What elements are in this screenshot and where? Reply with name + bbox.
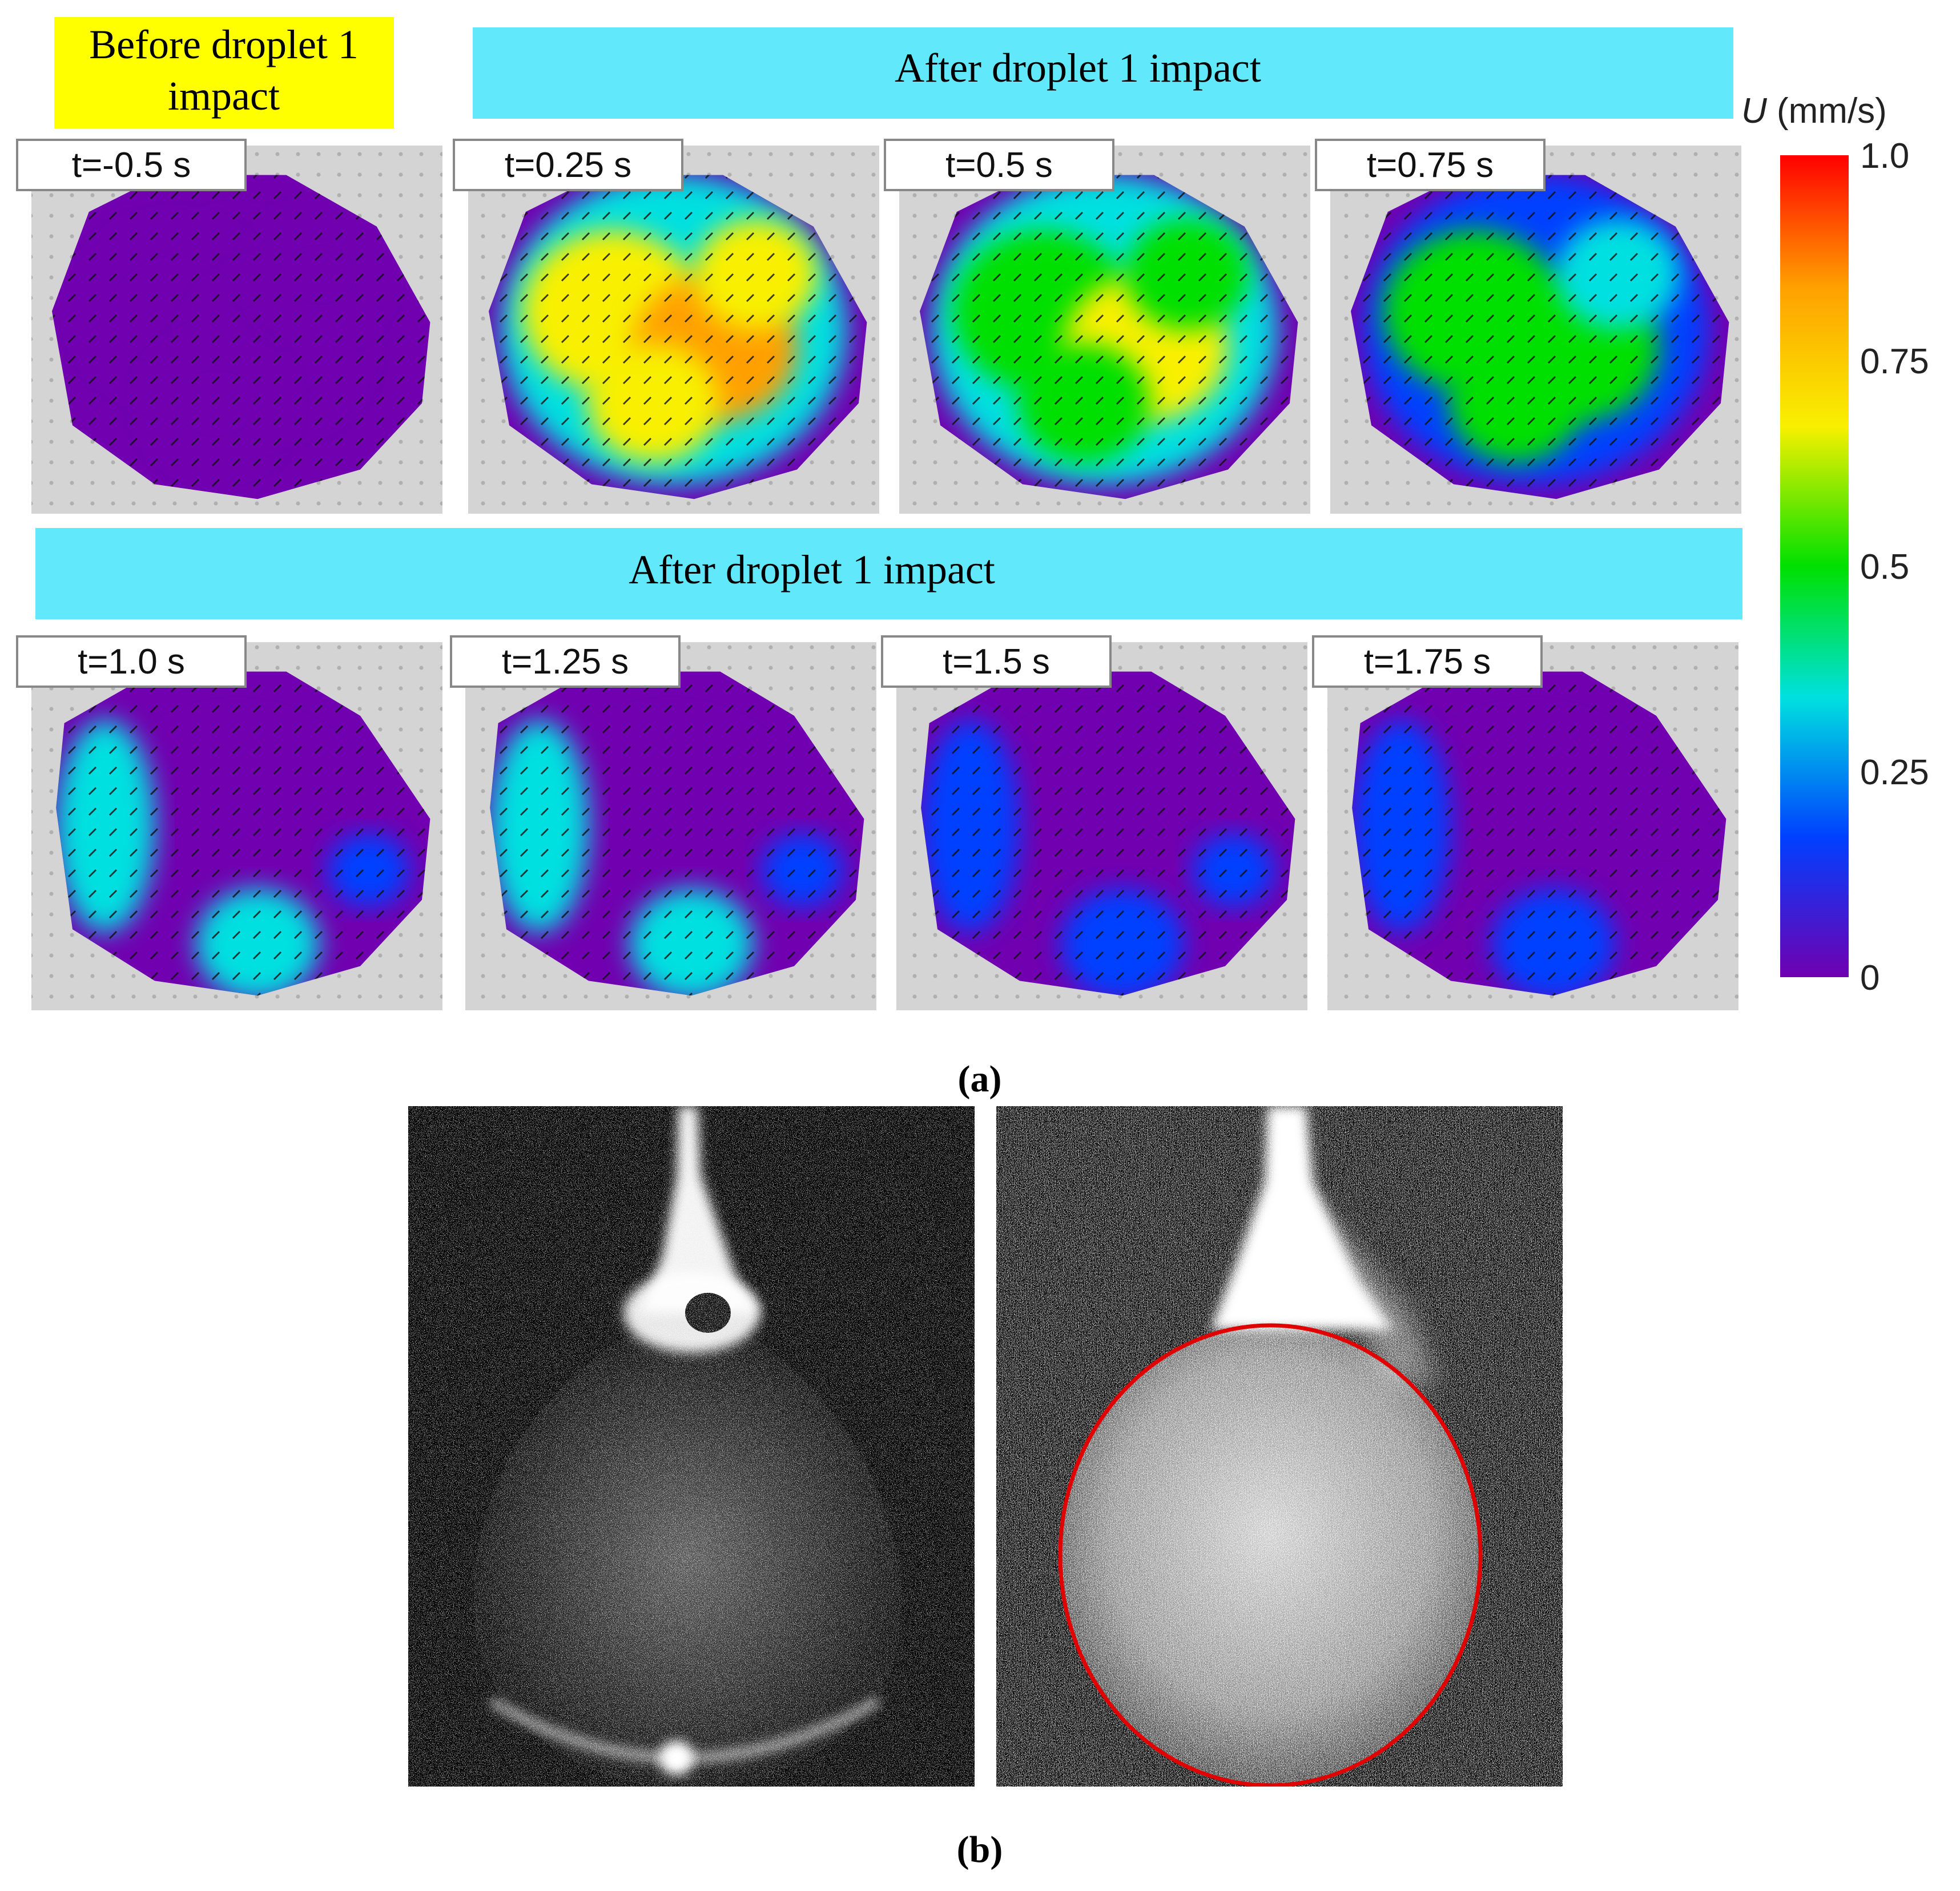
time-label-box xyxy=(1315,139,1546,191)
velocity-frame-1: t=-0.5 s xyxy=(16,139,442,514)
banner-after-bottom: After droplet 1 impact xyxy=(35,528,1742,619)
velocity-vectors xyxy=(1351,175,1729,499)
velocity-frame-7: t=1.5 s xyxy=(881,635,1307,1010)
banner-before-line1: Before droplet 1 xyxy=(89,22,359,67)
velocity-vectors xyxy=(52,175,430,499)
time-label-box xyxy=(450,635,681,688)
velocity-frame-6: t=1.25 s xyxy=(450,635,876,1010)
colorbar-tick-label: 1.0 xyxy=(1860,136,1909,176)
velocity-vectors xyxy=(920,175,1298,499)
colorbar-ticks: 1.0 0.75 0.5 0.25 0 xyxy=(1860,136,1929,998)
banner-before-impact: Before droplet 1 impact xyxy=(54,17,394,128)
velocity-frames: t=-0.5 s t=0.25 s t=0.5 s t=0.75 s t=1.0 s t=… xyxy=(16,139,1741,1010)
colorbar-var: U xyxy=(1741,91,1768,131)
time-label-box xyxy=(16,139,247,191)
colorbar-tick-label: 0.75 xyxy=(1860,342,1929,381)
caption-b: (b) xyxy=(957,1829,1003,1870)
time-label-box xyxy=(884,139,1114,191)
time-label-box xyxy=(1312,635,1543,688)
colorbar-tick-label: 0 xyxy=(1860,958,1879,998)
time-label-box xyxy=(16,635,247,688)
colorbar-title: U (mm/s) xyxy=(1741,91,1887,131)
colorbar-tick-label: 0.25 xyxy=(1860,753,1929,792)
velocity-frame-5: t=1.0 s xyxy=(16,635,442,1010)
banner-after-top: After droplet 1 impact xyxy=(473,27,1733,119)
velocity-frame-3: t=0.5 s xyxy=(884,139,1310,514)
caption-a: (a) xyxy=(958,1058,1002,1100)
time-label: t=1.25 s xyxy=(502,642,629,682)
time-label: t=0.25 s xyxy=(505,146,631,185)
time-label: t=0.75 s xyxy=(1367,146,1494,185)
photo-left xyxy=(408,1106,975,1787)
velocity-frame-2: t=0.25 s xyxy=(453,139,879,514)
colorbar: U (mm/s) 1.0 0.75 0.5 0.25 0 xyxy=(1741,91,1929,998)
colorbar-gradient xyxy=(1780,155,1849,977)
time-label: t=0.5 s xyxy=(945,146,1053,185)
banner-before-line2: impact xyxy=(168,73,280,119)
droplet-outline-circle xyxy=(1058,1323,1483,1787)
time-label: t=1.0 s xyxy=(78,642,185,682)
velocity-frame-4: t=0.75 s xyxy=(1315,139,1741,514)
velocity-vectors xyxy=(489,175,867,499)
time-label-box xyxy=(881,635,1112,688)
banner-after-bottom-text: After droplet 1 impact xyxy=(629,547,995,592)
time-label: t=-0.5 s xyxy=(72,146,191,185)
colorbar-unit: (mm/s) xyxy=(1767,91,1887,131)
velocity-frame-8: t=1.75 s xyxy=(1312,635,1738,1010)
time-label: t=1.75 s xyxy=(1364,642,1491,682)
photo-right xyxy=(996,1106,1563,1787)
colorbar-tick-label: 0.5 xyxy=(1860,547,1909,587)
banner-after-top-text: After droplet 1 impact xyxy=(895,45,1261,91)
time-label-box xyxy=(453,139,683,191)
time-label: t=1.5 s xyxy=(943,642,1050,682)
